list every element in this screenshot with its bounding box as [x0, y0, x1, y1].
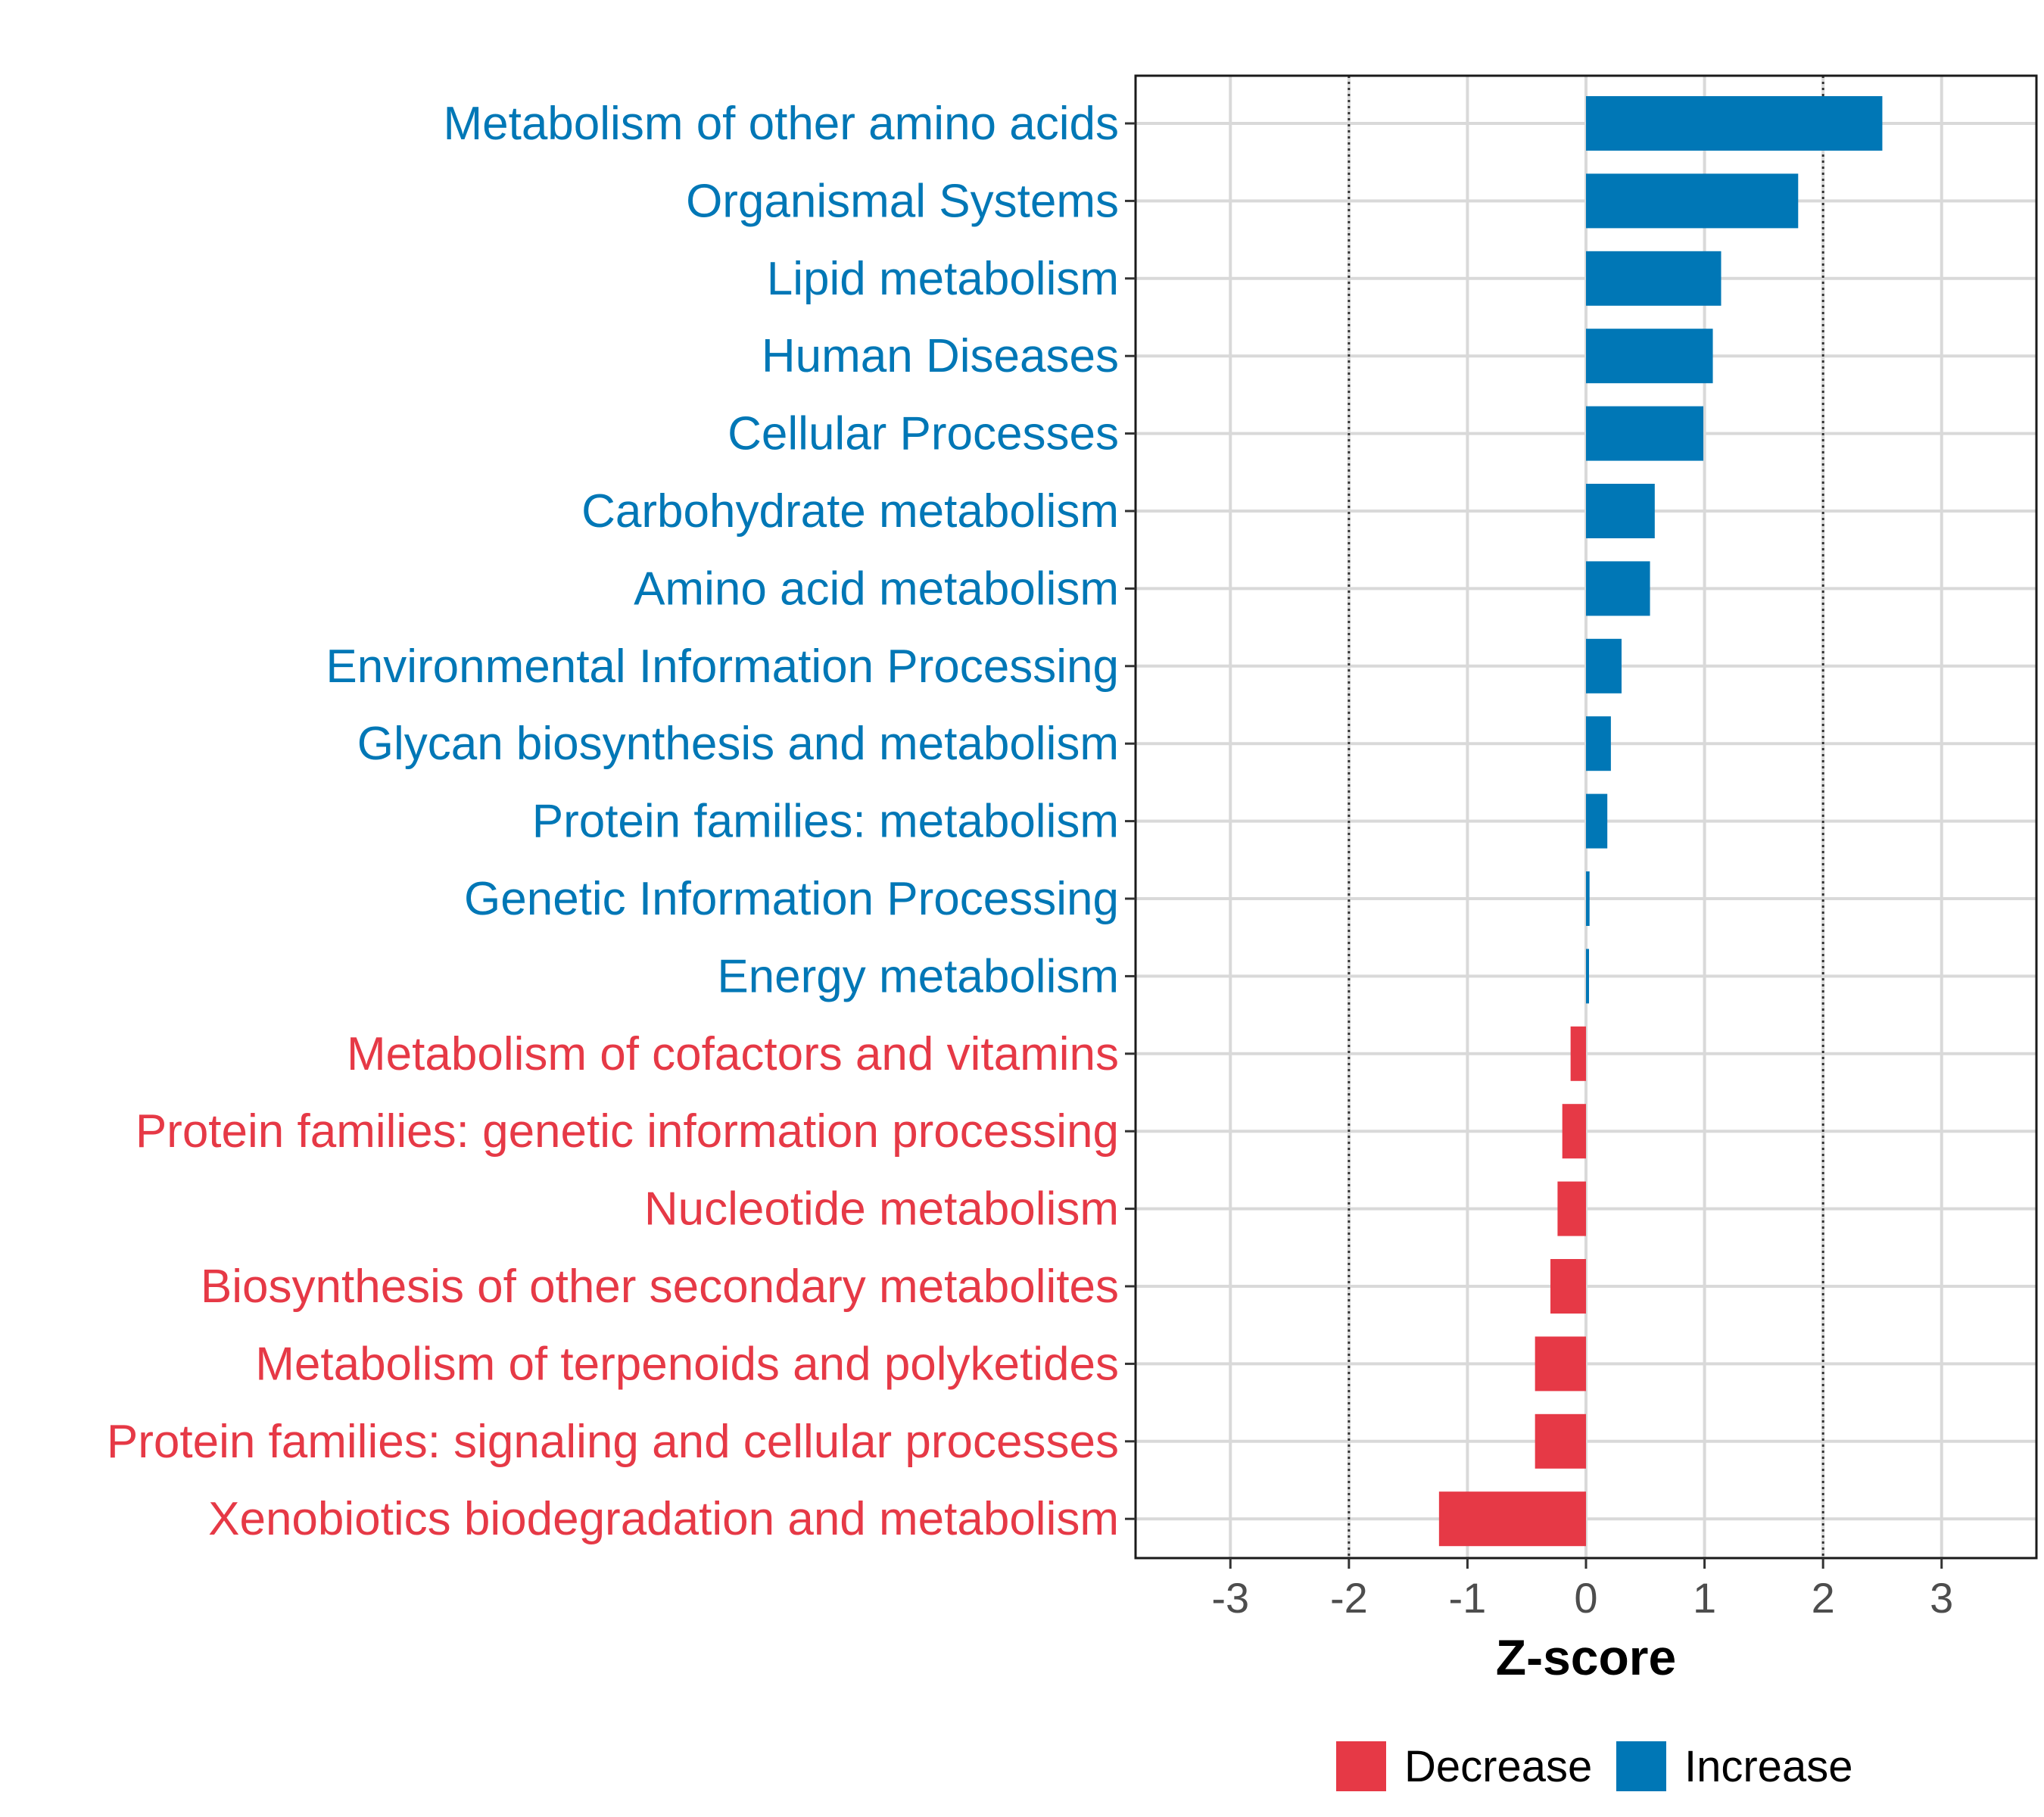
bar: [1586, 484, 1655, 538]
bar: [1535, 1336, 1586, 1392]
y-tick-label: Environmental Information Processing: [326, 640, 1119, 693]
y-tick-label: Biosynthesis of other secondary metaboli…: [201, 1261, 1119, 1313]
legend-swatch: [1616, 1741, 1666, 1791]
bar: [1438, 1491, 1586, 1547]
y-tick-label: Xenobiotics biodegradation and metabolis…: [208, 1493, 1119, 1545]
x-tick-label: -2: [1330, 1574, 1368, 1622]
y-tick-label: Protein families: metabolism: [532, 796, 1119, 848]
bar: [1570, 1026, 1586, 1081]
y-tick-label: Protein families: signaling and cellular…: [107, 1416, 1119, 1468]
y-tick-label: Carbohydrate metabolism: [581, 485, 1119, 538]
bar: [1550, 1259, 1586, 1314]
bars: [1438, 96, 1883, 1547]
x-tick-label: -1: [1449, 1574, 1487, 1622]
x-axis: -3 -2 -1 0 1 2 3: [1211, 1558, 1953, 1622]
bar: [1586, 638, 1622, 693]
bar: [1535, 1413, 1586, 1469]
bar: [1562, 1104, 1586, 1159]
bar: [1557, 1181, 1586, 1236]
bar: [1586, 871, 1590, 926]
legend: Decrease Increase: [1336, 1741, 1852, 1791]
bar: [1586, 716, 1611, 771]
x-tick-label: 2: [1812, 1574, 1835, 1622]
y-axis: Metabolism of other amino acids Organisma…: [107, 98, 1136, 1545]
x-tick-label: -3: [1211, 1574, 1249, 1622]
bar: [1586, 406, 1704, 461]
legend-swatch: [1336, 1741, 1386, 1791]
legend-label: Increase: [1684, 1742, 1852, 1791]
y-tick-label: Amino acid metabolism: [634, 563, 1119, 615]
y-tick-label: Genetic Information Processing: [464, 873, 1119, 925]
bar: [1586, 329, 1713, 384]
bar: [1586, 96, 1883, 151]
reference-lines: [1348, 76, 1824, 1558]
y-tick-label: Metabolism of terpenoids and polyketides: [255, 1338, 1119, 1390]
y-tick-label: Metabolism of cofactors and vitamins: [347, 1028, 1119, 1080]
x-tick-label: 3: [1930, 1574, 1953, 1622]
y-tick-label: Energy metabolism: [717, 950, 1119, 1002]
y-tick-label: Organismal Systems: [686, 175, 1119, 227]
x-tick-label: 0: [1574, 1574, 1597, 1622]
y-tick-label: Human Diseases: [762, 330, 1119, 382]
bar: [1586, 949, 1589, 1004]
y-tick-label: Protein families: genetic information pr…: [136, 1105, 1119, 1158]
y-tick-label: Metabolism of other amino acids: [443, 98, 1119, 150]
bar: [1586, 251, 1722, 306]
bar: [1586, 173, 1799, 229]
x-axis-title: Z-score: [1496, 1629, 1676, 1685]
bar: [1586, 793, 1608, 849]
bar: [1586, 561, 1650, 616]
legend-label: Decrease: [1404, 1742, 1592, 1791]
x-tick-label: 1: [1693, 1574, 1716, 1622]
y-tick-label: Lipid metabolism: [767, 253, 1119, 305]
y-tick-label: Nucleotide metabolism: [644, 1183, 1119, 1236]
y-tick-label: Glycan biosynthesis and metabolism: [357, 718, 1119, 770]
y-tick-label: Cellular Processes: [728, 408, 1119, 460]
